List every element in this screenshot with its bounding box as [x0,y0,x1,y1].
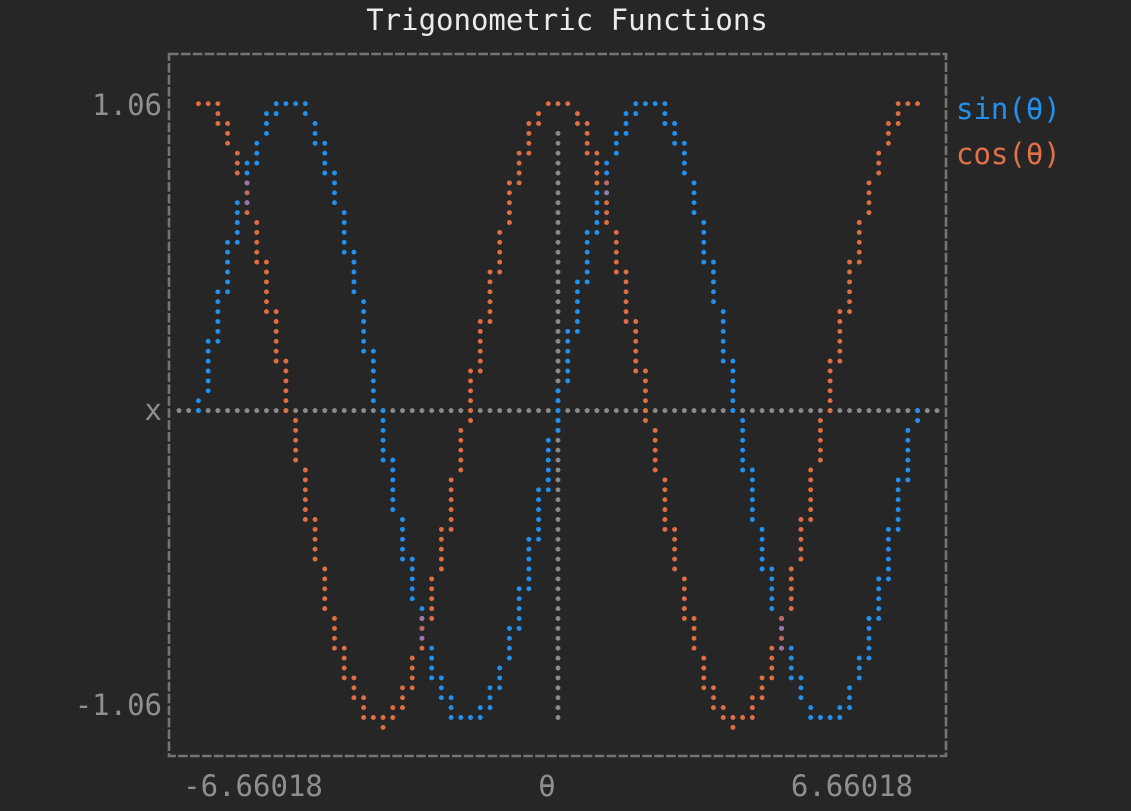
overlap-dots [244,180,784,651]
sin-series-dots [195,101,921,720]
cos-series-dots [195,101,921,730]
legend-item-sin: sin(θ) [956,92,1061,126]
legend-item-cos: cos(θ) [956,137,1061,171]
plot-frame [167,52,948,758]
zero-reference-lines [176,130,940,720]
